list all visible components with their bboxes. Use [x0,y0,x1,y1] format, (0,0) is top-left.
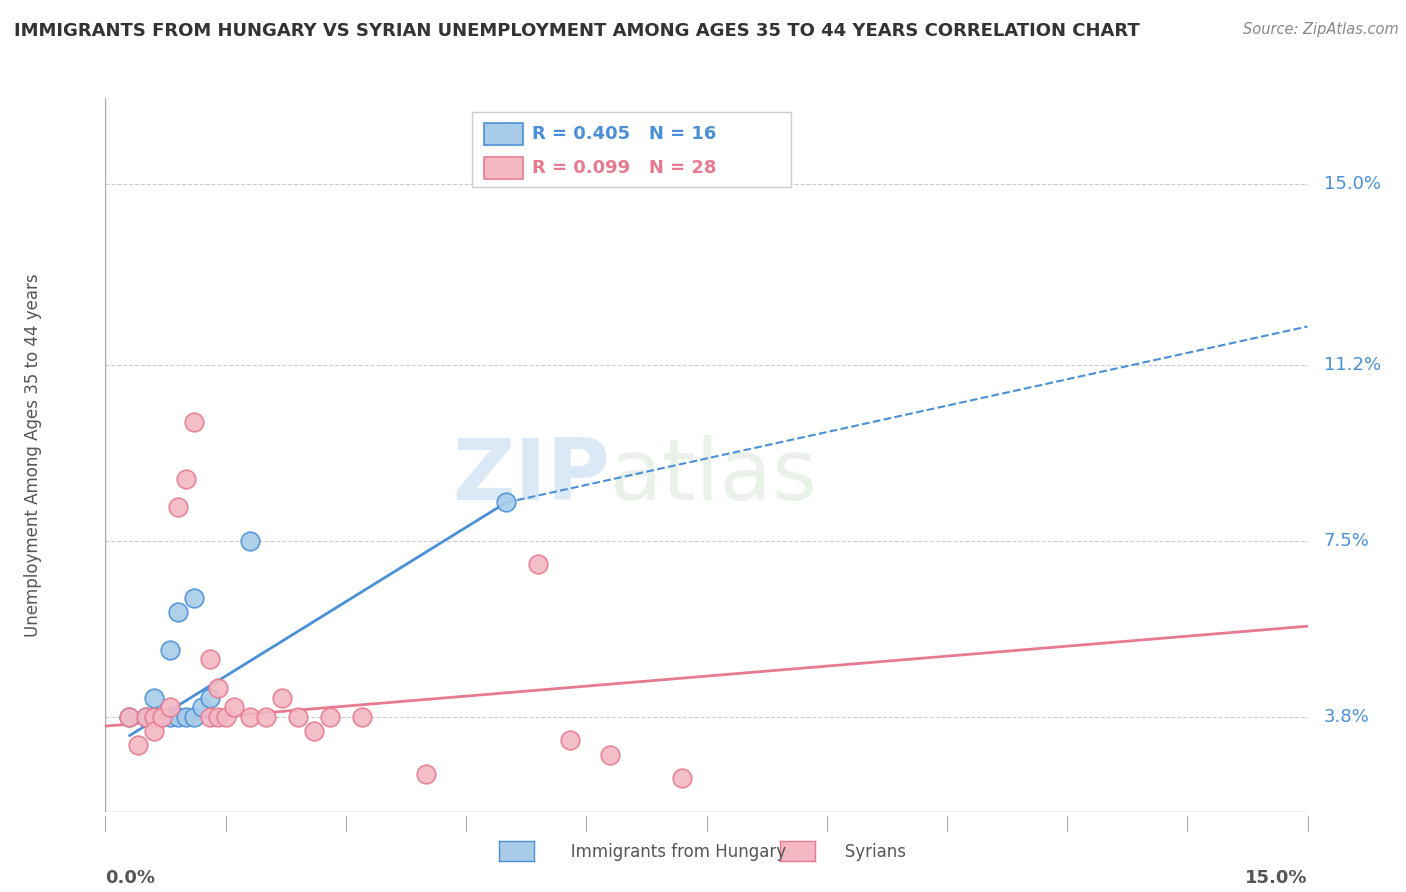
Point [142,723,165,738]
Point [560,733,582,747]
Point [222,700,245,714]
Point [183,415,205,429]
Point [319,709,342,723]
Text: IMMIGRANTS FROM HUNGARY VS SYRIAN UNEMPLOYMENT AMONG AGES 35 TO 44 YEARS CORRELA: IMMIGRANTS FROM HUNGARY VS SYRIAN UNEMPL… [14,22,1140,40]
Point [150,709,173,723]
Point [159,643,181,657]
Point [495,495,517,509]
Text: Syrians: Syrians [808,843,907,861]
Text: atlas: atlas [610,434,818,518]
Point [142,709,165,723]
Point [239,533,262,548]
Point [135,709,157,723]
FancyBboxPatch shape [472,112,790,187]
Point [239,709,262,723]
Point [599,747,621,762]
Point [135,709,157,723]
Point [142,709,165,723]
Text: 11.2%: 11.2% [1323,356,1381,374]
Point [159,709,181,723]
Point [415,766,437,780]
Point [166,500,188,515]
Point [142,690,165,705]
Text: 3.8%: 3.8% [1323,707,1369,725]
Text: ZIP: ZIP [453,434,610,518]
Point [207,681,229,695]
Point [118,709,141,723]
Point [671,772,693,786]
Bar [484,157,523,178]
Point [183,709,205,723]
Point [174,709,197,723]
Point [166,605,188,619]
Point [270,690,292,705]
Bar [484,123,523,145]
Point [527,558,550,572]
Point [118,709,141,723]
Point [198,690,221,705]
Point [159,700,181,714]
Point [127,738,149,752]
Point [302,723,325,738]
Text: 7.5%: 7.5% [1323,532,1369,549]
Text: Unemployment Among Ages 35 to 44 years: Unemployment Among Ages 35 to 44 years [24,273,42,637]
Point [350,709,373,723]
Point [207,709,229,723]
Point [287,709,309,723]
Text: 0.0%: 0.0% [105,869,156,887]
Text: R = 0.405   N = 16: R = 0.405 N = 16 [533,125,717,143]
Point [150,709,173,723]
Point [166,709,188,723]
Text: 15.0%: 15.0% [1246,869,1308,887]
Text: R = 0.099   N = 28: R = 0.099 N = 28 [533,159,717,177]
Point [183,591,205,605]
Text: 15.0%: 15.0% [1323,175,1381,193]
Text: Source: ZipAtlas.com: Source: ZipAtlas.com [1243,22,1399,37]
Point [198,709,221,723]
Point [214,709,236,723]
Point [198,652,221,666]
Text: Immigrants from Hungary: Immigrants from Hungary [534,843,786,861]
Point [254,709,277,723]
Point [174,472,197,486]
Point [190,700,212,714]
